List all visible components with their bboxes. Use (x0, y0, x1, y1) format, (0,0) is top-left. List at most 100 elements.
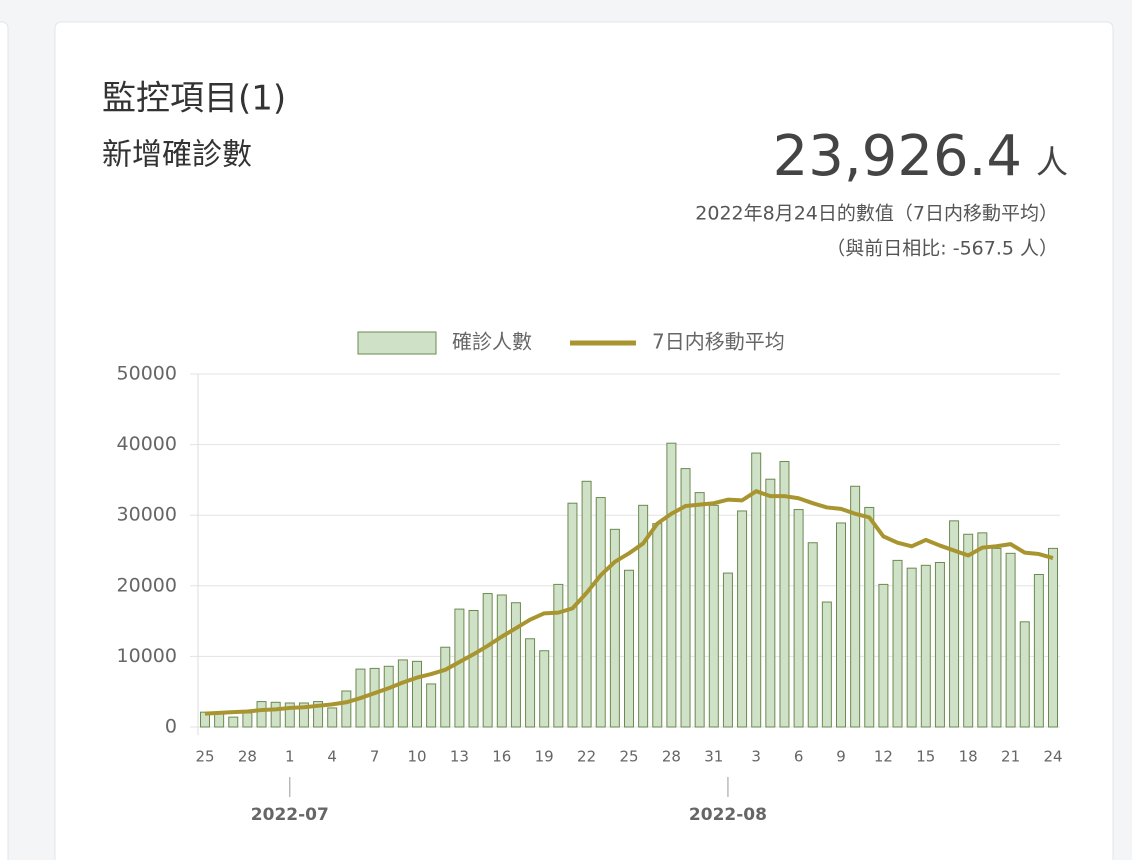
bar (624, 569, 634, 728)
bar (256, 701, 267, 728)
x-tick-label: 31 (704, 748, 723, 766)
y-tick-label: 40000 (117, 433, 177, 455)
x-tick-label: 25 (619, 748, 638, 766)
bar (298, 702, 309, 728)
bar (581, 480, 592, 728)
bar (991, 547, 1002, 728)
bar (906, 567, 917, 728)
bar (369, 667, 380, 728)
month-label: 2022-08 (689, 805, 767, 825)
bar (1019, 621, 1030, 728)
x-tick-label: 28 (238, 748, 257, 766)
bar (1048, 547, 1058, 728)
bar (737, 510, 748, 728)
title: 監控項目(1) (102, 79, 286, 119)
bar (638, 504, 649, 728)
x-tick-label: 1 (285, 748, 295, 766)
bar (680, 468, 691, 728)
x-tick-label: 9 (836, 748, 846, 766)
x-tick-label: 24 (1043, 748, 1062, 766)
x-tick-label: 12 (874, 748, 893, 766)
big-value: 23,926.4 (773, 124, 1022, 189)
bar (510, 602, 521, 728)
bar (440, 646, 451, 728)
y-tick-label: 30000 (117, 504, 177, 526)
x-tick-label: 3 (751, 748, 761, 766)
bar (270, 701, 281, 728)
subtitle: 新增確診數 (102, 138, 252, 173)
bar (313, 701, 324, 728)
y-tick-label: 20000 (117, 574, 177, 596)
bar (821, 601, 832, 728)
bar (1005, 552, 1016, 728)
bar (779, 461, 790, 728)
bar (242, 712, 253, 728)
bar (341, 690, 352, 728)
x-tick-label: 16 (492, 748, 511, 766)
bar (609, 528, 620, 728)
bar (595, 497, 606, 728)
bar (539, 650, 550, 728)
bar (751, 452, 762, 728)
bar (284, 702, 295, 728)
x-tick-label: 21 (1001, 748, 1020, 766)
bar (383, 665, 394, 728)
bar (920, 564, 931, 728)
x-tick-label: 25 (195, 748, 214, 766)
diff: （與前日相比: -567.5 人） (826, 238, 1058, 260)
y-tick-label: 10000 (117, 645, 177, 667)
legend-label: 確診人數 (452, 330, 532, 354)
x-tick-label: 18 (959, 748, 978, 766)
bar (892, 559, 903, 728)
bar (850, 485, 861, 728)
bar (836, 522, 846, 728)
bar (1033, 574, 1044, 728)
bar (397, 659, 408, 728)
month-label: 2022-07 (251, 805, 329, 825)
bar (652, 523, 663, 728)
bar (708, 504, 719, 728)
x-tick-label: 22 (577, 748, 596, 766)
bar (878, 583, 889, 728)
x-tick-label: 10 (407, 748, 426, 766)
bar (807, 542, 818, 728)
legend-label: 7日内移動平均 (652, 330, 785, 354)
y-tick-label: 0 (165, 716, 177, 738)
bar (482, 593, 493, 728)
bar (468, 610, 479, 728)
bar (949, 520, 960, 728)
x-tick-label: 28 (662, 748, 681, 766)
unit: 人 (1036, 143, 1068, 181)
bar (412, 660, 422, 728)
side-card (0, 21, 9, 860)
x-tick-label: 19 (535, 748, 554, 766)
card (54, 21, 1114, 860)
bar (525, 638, 536, 728)
legend-swatch (357, 331, 437, 355)
bar (327, 707, 338, 728)
bar (963, 533, 974, 728)
bar (722, 572, 733, 728)
x-tick-label: 4 (327, 748, 337, 766)
bar (793, 509, 804, 728)
bar (496, 594, 507, 728)
bar (765, 478, 776, 728)
bar (567, 502, 578, 728)
bar (666, 442, 677, 728)
average-line (204, 489, 1054, 716)
bar (228, 716, 239, 728)
bar (977, 532, 988, 728)
bar (426, 683, 437, 728)
bar (694, 492, 705, 728)
bar (553, 583, 564, 728)
y-tick-label: 50000 (117, 363, 177, 385)
x-tick-label: 6 (794, 748, 804, 766)
bar (934, 562, 945, 728)
bar (864, 506, 875, 728)
bar (454, 608, 465, 728)
x-tick-label: 15 (916, 748, 935, 766)
note: 2022年8月24日的數值（7日内移動平均） (695, 203, 1058, 225)
x-tick-label: 13 (450, 748, 469, 766)
